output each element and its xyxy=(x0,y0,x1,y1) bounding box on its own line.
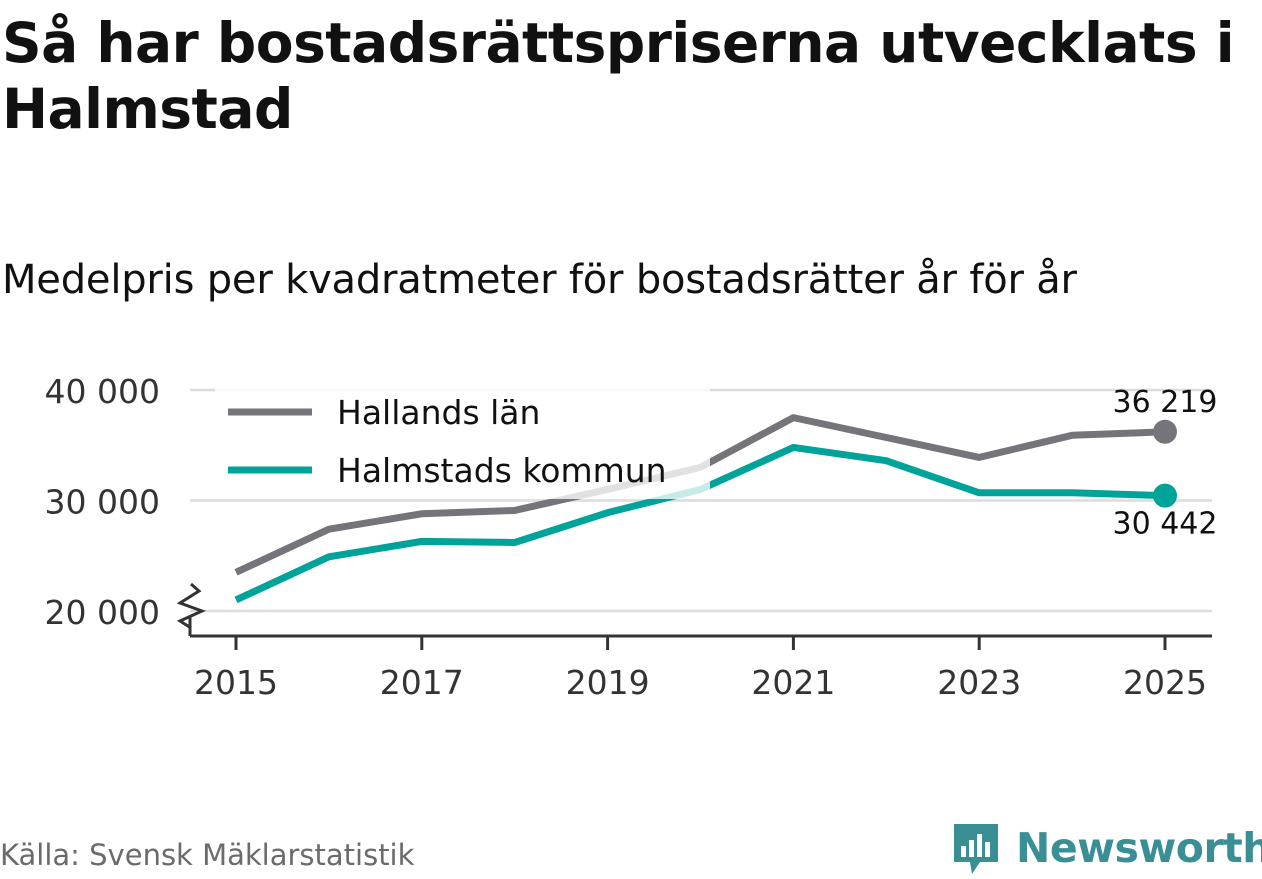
brand-name: Newsworthy xyxy=(1016,824,1262,872)
x-tick-label: 2023 xyxy=(937,663,1021,702)
bar-chart-speech-bubble-icon xyxy=(954,824,998,874)
x-tick-label: 2015 xyxy=(194,663,278,702)
x-tick-label: 2021 xyxy=(751,663,835,702)
x-tick-label: 2017 xyxy=(380,663,464,702)
chart-title: Så har bostadsrättspriserna utvecklats i… xyxy=(2,11,1235,141)
y-tick-label: 30 000 xyxy=(45,483,160,522)
legend-background xyxy=(215,384,710,499)
y-tick-label: 40 000 xyxy=(45,372,160,411)
end-value-label-1: 30 442 xyxy=(1113,507,1218,542)
series-end-point-1 xyxy=(1153,483,1177,508)
y-axis-break-marker xyxy=(176,582,206,630)
legend-label-0: Hallands län xyxy=(337,393,540,432)
legend-label-1: Halmstads kommun xyxy=(337,451,667,490)
series-end-point-0 xyxy=(1153,419,1177,444)
end-value-label-0: 36 219 xyxy=(1113,385,1218,420)
x-tick-label: 2025 xyxy=(1123,663,1207,702)
source-note: Källa: Svensk Mäklarstatistik xyxy=(0,838,415,872)
x-tick-label: 2019 xyxy=(566,663,650,702)
brand-logo: Newsworthy xyxy=(950,818,1262,878)
chart-subtitle: Medelpris per kvadratmeter för bostadsrä… xyxy=(2,257,1077,303)
y-tick-label: 20 000 xyxy=(45,593,160,632)
